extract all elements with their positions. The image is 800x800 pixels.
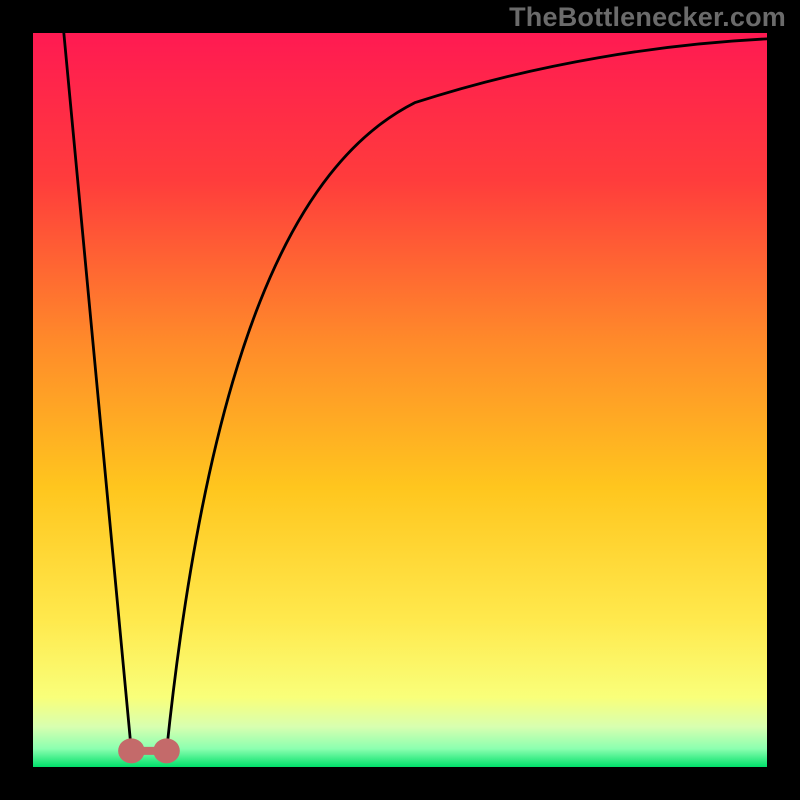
chart-stage: TheBottlenecker.com (0, 0, 800, 800)
plot-area (33, 33, 767, 767)
watermark-text: TheBottlenecker.com (509, 2, 786, 33)
chart-svg (0, 0, 800, 800)
